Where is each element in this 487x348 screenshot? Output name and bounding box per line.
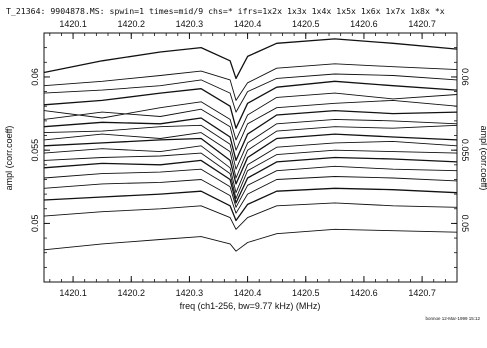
series-line [43, 133, 458, 185]
y-axis-label-right: ampl (corr.coeff) [479, 126, 487, 191]
y-tick-label-right: 0.05 [460, 215, 470, 233]
chart-header: T_21364: 9904878.MS: spwin=1 times=mid/9… [6, 6, 445, 16]
axes: 1420.1 1420.2 1420.3 1420.4 1420.5 1420.6 1420… [30, 33, 470, 298]
series-line [43, 99, 458, 151]
series-line [43, 187, 458, 222]
y-tick-label-right: 0.055 [460, 139, 470, 162]
x-tick-label: 1420.7 [408, 288, 436, 298]
x-tick-label: 1420.3 [176, 288, 204, 298]
top-tick-label: 1420.4 [234, 19, 262, 29]
series-line [43, 149, 458, 199]
top-tick-label: 1420.1 [59, 19, 87, 29]
timestamp-stamp: bonnoe 12-Mar-1999 15:12 [425, 316, 480, 321]
series-line [43, 63, 458, 101]
series-line [43, 228, 458, 252]
y-tick-label-left: 0.06 [30, 68, 40, 86]
top-tick-labels: 1420.1 1420.2 1420.3 1420.4 1420.5 1420.6 1420… [59, 19, 436, 29]
top-tick-label: 1420.5 [292, 19, 320, 29]
x-tick-label: 1420.6 [350, 288, 378, 298]
series-group [43, 38, 458, 252]
plot-frame [43, 32, 458, 283]
series-line [43, 109, 458, 162]
x-axis-label: freq (ch1-256, bw=9.77 kHz) (MHz) [180, 301, 321, 311]
y-tick-label-left: 0.05 [30, 215, 40, 233]
series-line [43, 124, 458, 179]
x-tick-label: 1420.4 [234, 288, 262, 298]
series-line [43, 156, 458, 204]
series-line [43, 118, 458, 170]
series-line [43, 80, 458, 129]
series-line [43, 176, 458, 214]
y-axis-label-left: ampl (corr.coeff) [4, 126, 14, 191]
x-tick-label: 1420.5 [292, 288, 320, 298]
top-tick-label: 1420.7 [408, 19, 436, 29]
series-line [43, 202, 458, 230]
y-tick-label-right: 0.06 [460, 68, 470, 86]
top-tick-label: 1420.2 [117, 19, 145, 29]
x-tick-label: 1420.2 [117, 288, 145, 298]
series-line [43, 140, 458, 194]
series-line [43, 92, 458, 141]
top-tick-label: 1420.6 [350, 19, 378, 29]
series-line [43, 38, 458, 80]
y-tick-label-left: 0.055 [30, 139, 40, 162]
series-line [43, 73, 458, 113]
x-tick-label: 1420.1 [59, 288, 87, 298]
top-tick-label: 1420.3 [176, 19, 204, 29]
series-line [43, 165, 458, 208]
